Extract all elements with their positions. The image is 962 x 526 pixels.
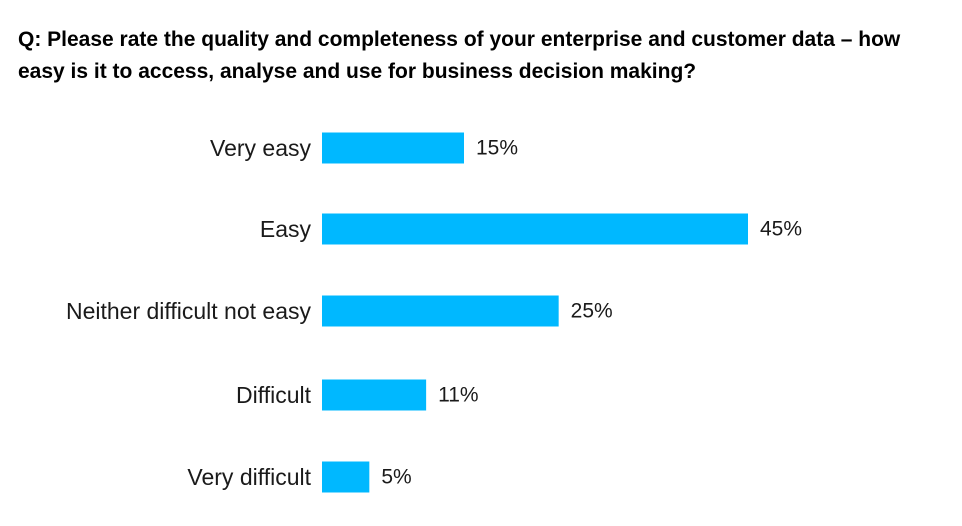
value-label: 15% [476, 137, 518, 160]
value-label: 5% [381, 466, 411, 489]
value-label: 25% [571, 300, 613, 323]
category-label: Difficult [236, 382, 312, 408]
category-label: Very easy [210, 135, 311, 161]
bars [322, 132, 748, 493]
value-labels: 15% 45% 25% 11% 5% [381, 137, 802, 489]
value-label: 45% [760, 218, 802, 241]
category-labels: Very easy Easy Neither difficult not easy D… [66, 135, 312, 490]
bar [322, 461, 370, 493]
bar [322, 379, 427, 411]
bar [322, 213, 748, 245]
category-label: Neither difficult not easy [66, 298, 312, 324]
bar [322, 132, 464, 164]
chart-title: Q: Please rate the quality and completen… [18, 28, 901, 83]
category-label: Very difficult [187, 464, 311, 490]
bar [322, 295, 559, 327]
category-label: Easy [260, 216, 312, 242]
value-label: 11% [438, 384, 478, 407]
